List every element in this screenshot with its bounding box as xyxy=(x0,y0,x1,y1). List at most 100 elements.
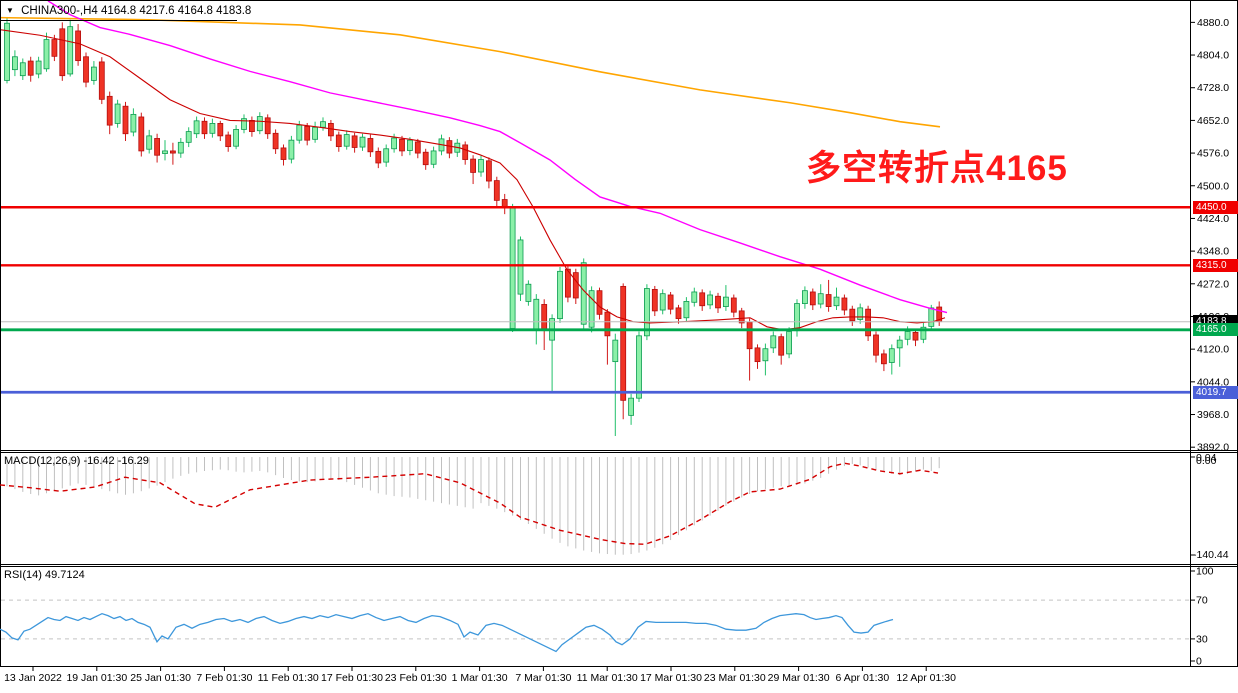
candle-body xyxy=(351,135,358,148)
candle-body xyxy=(723,296,729,307)
macd-min-label: -140.44 xyxy=(1193,549,1229,561)
axis-tick-label: 4804.0 xyxy=(1197,50,1229,62)
time-tick-label: 25 Jan 01:30 xyxy=(130,672,191,684)
candle-body xyxy=(565,268,571,298)
candle-body xyxy=(296,124,303,141)
candle-body xyxy=(359,136,366,148)
candle-body xyxy=(470,158,477,173)
candle-body xyxy=(406,139,413,151)
candle-body xyxy=(312,126,319,140)
ma-slow-line xyxy=(0,16,941,128)
rsi-panel xyxy=(0,599,1190,653)
candle-body xyxy=(525,283,532,302)
candle-body xyxy=(572,272,579,299)
macd-zero-label: 0.00 xyxy=(1196,455,1217,467)
symbol-dropdown-icon[interactable]: ▼ xyxy=(6,6,14,15)
candle-body xyxy=(809,291,816,306)
time-tick-label: 11 Feb 01:30 xyxy=(258,672,319,684)
axis-tick-label: 4500.0 xyxy=(1197,180,1229,192)
candle-body xyxy=(644,288,650,337)
axis-tick-label: 3892.0 xyxy=(1197,442,1229,454)
candle-body xyxy=(580,262,587,325)
time-tick-label: 19 Jan 01:30 xyxy=(66,672,127,684)
horizontal-lines xyxy=(0,206,1190,394)
candle-body xyxy=(802,290,808,304)
candle-body xyxy=(130,113,137,133)
candle-body xyxy=(75,30,81,62)
candle-body xyxy=(138,116,145,152)
candle-body xyxy=(185,131,192,143)
candle-body xyxy=(675,307,682,320)
candle-body xyxy=(422,151,429,166)
candle-body xyxy=(233,129,240,147)
candle-body xyxy=(343,134,350,147)
title-underline xyxy=(1,20,237,21)
candle-body xyxy=(335,134,342,148)
time-tick-label: 1 Mar 01:30 xyxy=(452,672,508,684)
candle-body xyxy=(904,331,911,340)
candle-body xyxy=(478,159,484,173)
candle-body xyxy=(272,132,279,150)
time-tick-label: 7 Feb 01:30 xyxy=(196,672,252,684)
candle-body xyxy=(873,334,879,356)
candle-body xyxy=(817,293,824,305)
chart-title-symbol: CHINA300-,H4 xyxy=(21,5,98,17)
candle-body xyxy=(201,120,208,135)
candle-body xyxy=(533,298,540,330)
candle-body xyxy=(59,28,66,77)
candle-body xyxy=(912,331,919,341)
candle-body xyxy=(367,138,374,153)
candle-body xyxy=(612,339,619,363)
time-tick-label: 29 Mar 01:30 xyxy=(768,672,830,684)
candle-body xyxy=(320,121,326,128)
candle-body xyxy=(620,285,627,401)
panel-borders xyxy=(0,0,1238,667)
candle-body xyxy=(217,123,224,137)
ma-fast-line xyxy=(0,29,946,331)
candle-body xyxy=(667,294,674,310)
candle-body xyxy=(754,347,761,363)
candle-body xyxy=(699,292,706,307)
price-badge: 4019.7 xyxy=(1193,385,1238,399)
candle-body xyxy=(304,126,311,141)
candle-body xyxy=(691,291,698,303)
axis-tick-label: 4880.0 xyxy=(1197,17,1229,29)
chart-title-ohlc: 4164.8 4217.6 4164.8 4183.8 xyxy=(101,5,252,17)
candle-body xyxy=(414,141,421,154)
axis-tick-label: 4120.0 xyxy=(1197,344,1229,356)
time-tick-label: 11 Mar 01:30 xyxy=(577,672,638,684)
candle-body xyxy=(541,304,548,330)
rsi-level-label: 30 xyxy=(1196,633,1208,645)
macd-signal-line xyxy=(0,462,939,545)
macd-axis: 0.040.00 -140.44 xyxy=(1190,452,1229,561)
candle-body xyxy=(256,116,263,132)
time-tick-label: 6 Apr 01:30 xyxy=(836,672,890,684)
candle-body xyxy=(509,207,516,329)
axis-tick-label: 4652.0 xyxy=(1197,115,1229,127)
time-tick-label: 17 Feb 01:30 xyxy=(321,672,383,684)
time-tick-label: 23 Feb 01:30 xyxy=(385,672,447,684)
candle-body xyxy=(280,147,287,160)
candle-body xyxy=(730,297,737,313)
candle-body xyxy=(241,118,247,130)
candle-body xyxy=(485,160,492,182)
candle-body xyxy=(881,353,887,365)
candle-body xyxy=(604,311,611,337)
chart-title: ▼ CHINA300-,H4 4164.8 4217.6 4164.8 4183… xyxy=(6,5,251,17)
candle-body xyxy=(888,348,895,363)
time-tick-label: 17 Mar 01:30 xyxy=(640,672,702,684)
time-tick-label: 7 Mar 01:30 xyxy=(515,672,571,684)
time-tick-label: 13 Jan 2022 xyxy=(4,672,62,684)
candle-body xyxy=(659,293,666,311)
axis-tick-label: 4348.0 xyxy=(1197,246,1229,258)
candle-body xyxy=(375,150,382,164)
axis-tick-label: 4272.0 xyxy=(1197,278,1229,290)
candle-body xyxy=(169,150,176,154)
candle-body xyxy=(596,290,603,315)
axis-tick-label: 4728.0 xyxy=(1197,82,1229,94)
candle-body xyxy=(264,117,271,135)
candle-body xyxy=(833,296,840,307)
candle-body xyxy=(683,301,690,319)
